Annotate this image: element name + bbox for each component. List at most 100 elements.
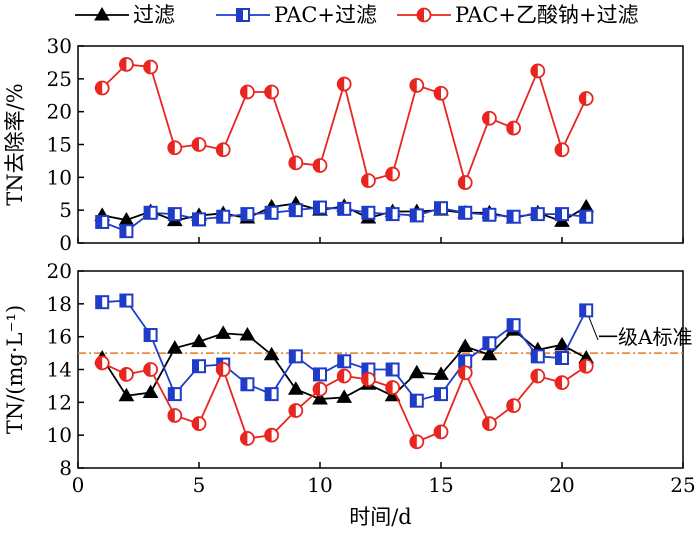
data-point-square xyxy=(240,207,255,222)
data-point-circle xyxy=(481,110,497,126)
data-point-circle xyxy=(481,416,497,432)
data-point-circle-fill xyxy=(313,159,320,173)
data-point-circle-fill xyxy=(482,417,490,431)
data-point-triangle xyxy=(408,364,425,379)
y-tick-label: 10 xyxy=(47,165,72,189)
data-point-circle xyxy=(264,427,280,443)
data-point-square-fill xyxy=(241,208,248,221)
data-point-square-fill xyxy=(483,337,490,350)
data-point-square-fill xyxy=(289,350,296,363)
data-point-circle xyxy=(143,362,159,377)
data-point-square-fill xyxy=(556,208,562,221)
data-point-circle-fill xyxy=(289,156,296,170)
data-point-circle xyxy=(215,362,231,377)
data-point-circle-fill xyxy=(555,376,562,390)
data-point-circle-fill xyxy=(386,381,393,395)
data-point-circle-fill xyxy=(168,141,175,155)
data-point-square-fill xyxy=(217,210,224,223)
y-tick-label: 8 xyxy=(59,456,72,480)
data-point-square xyxy=(143,328,158,343)
data-point-square-fill xyxy=(144,329,151,342)
data-point-circle-fill xyxy=(168,408,175,422)
y-tick-label: 20 xyxy=(47,259,72,283)
data-point-circle-fill xyxy=(313,382,320,396)
data-point-circle xyxy=(191,416,207,432)
data-point-square-fill xyxy=(435,388,441,401)
legend-marker-circle xyxy=(416,7,432,23)
data-point-triangle xyxy=(336,389,353,403)
data-point-triangle xyxy=(481,346,498,361)
data-point-circle-fill xyxy=(337,369,345,383)
data-point-square-fill xyxy=(580,304,587,317)
data-point-square xyxy=(119,293,134,308)
data-point-circle-fill xyxy=(192,417,199,431)
data-point-circle-fill xyxy=(192,138,199,151)
data-point-square xyxy=(216,209,231,224)
reference-line-label: 一级A标准 xyxy=(598,325,692,349)
y-tick-label: 18 xyxy=(47,292,72,316)
data-point-square-fill xyxy=(580,210,587,223)
data-point-square-fill xyxy=(435,202,441,215)
data-point-circle-fill xyxy=(434,425,441,439)
data-point-square xyxy=(337,201,352,216)
data-point-triangle xyxy=(457,338,474,353)
data-point-square-fill xyxy=(362,206,369,219)
data-point-triangle xyxy=(554,336,570,351)
data-point-square-fill xyxy=(386,363,393,376)
data-point-square-fill xyxy=(314,368,320,381)
data-point-square xyxy=(409,208,424,223)
data-point-square-fill xyxy=(531,208,538,221)
data-point-square-fill xyxy=(483,208,490,221)
data-point-triangle xyxy=(166,340,183,354)
y-tick-label: 20 xyxy=(47,100,72,124)
data-point-square-fill xyxy=(96,215,103,228)
data-point-square xyxy=(143,205,158,220)
data-point-triangle xyxy=(215,325,232,339)
data-point-square-fill xyxy=(314,201,320,214)
data-point-square xyxy=(167,387,182,402)
data-point-circle xyxy=(94,355,110,371)
legend: 过滤 PAC+过滤 PAC+乙酸钠+过滤 xyxy=(75,3,639,27)
data-point-circle-fill xyxy=(579,92,587,106)
data-point-square xyxy=(409,393,424,408)
data-point-square xyxy=(119,224,134,239)
data-point-square-fill xyxy=(144,206,151,219)
data-point-circle-fill xyxy=(434,86,441,100)
data-point-triangle xyxy=(118,387,135,402)
data-point-square xyxy=(579,209,594,224)
legend-marker-triangle xyxy=(94,7,110,21)
data-point-circle-fill xyxy=(507,399,514,413)
data-point-square xyxy=(240,377,255,392)
data-point-square xyxy=(482,336,497,351)
data-point-square-fill xyxy=(168,208,175,221)
data-point-square-fill xyxy=(362,363,369,376)
data-point-square xyxy=(361,362,376,377)
data-point-circle xyxy=(119,367,134,382)
data-point-circle-fill xyxy=(386,167,393,181)
y-tick-label: 0 xyxy=(59,231,72,255)
data-point-square-fill xyxy=(531,350,538,363)
legend-marker-square xyxy=(236,8,250,22)
data-point-square-fill xyxy=(338,202,345,215)
data-point-square xyxy=(192,212,206,227)
x-tick-label: 20 xyxy=(549,473,574,497)
data-point-square-fill xyxy=(193,360,199,373)
data-point-circle xyxy=(336,368,352,384)
legend-marker-circle-fill xyxy=(417,8,424,22)
data-point-square xyxy=(434,387,448,402)
data-point-square xyxy=(264,205,279,220)
data-point-triangle xyxy=(433,366,449,380)
data-point-square-fill xyxy=(410,209,417,222)
data-point-circle-fill xyxy=(555,143,562,157)
data-point-circle xyxy=(119,56,134,72)
data-point-circle xyxy=(409,78,425,93)
data-point-circle xyxy=(288,155,304,171)
data-point-circle xyxy=(360,371,376,387)
data-point-circle-fill xyxy=(216,363,224,376)
data-point-square-fill xyxy=(120,294,127,307)
data-point-circle xyxy=(94,80,110,96)
data-point-square xyxy=(506,209,521,224)
data-point-square xyxy=(167,207,182,222)
data-point-circle-fill xyxy=(144,363,151,376)
